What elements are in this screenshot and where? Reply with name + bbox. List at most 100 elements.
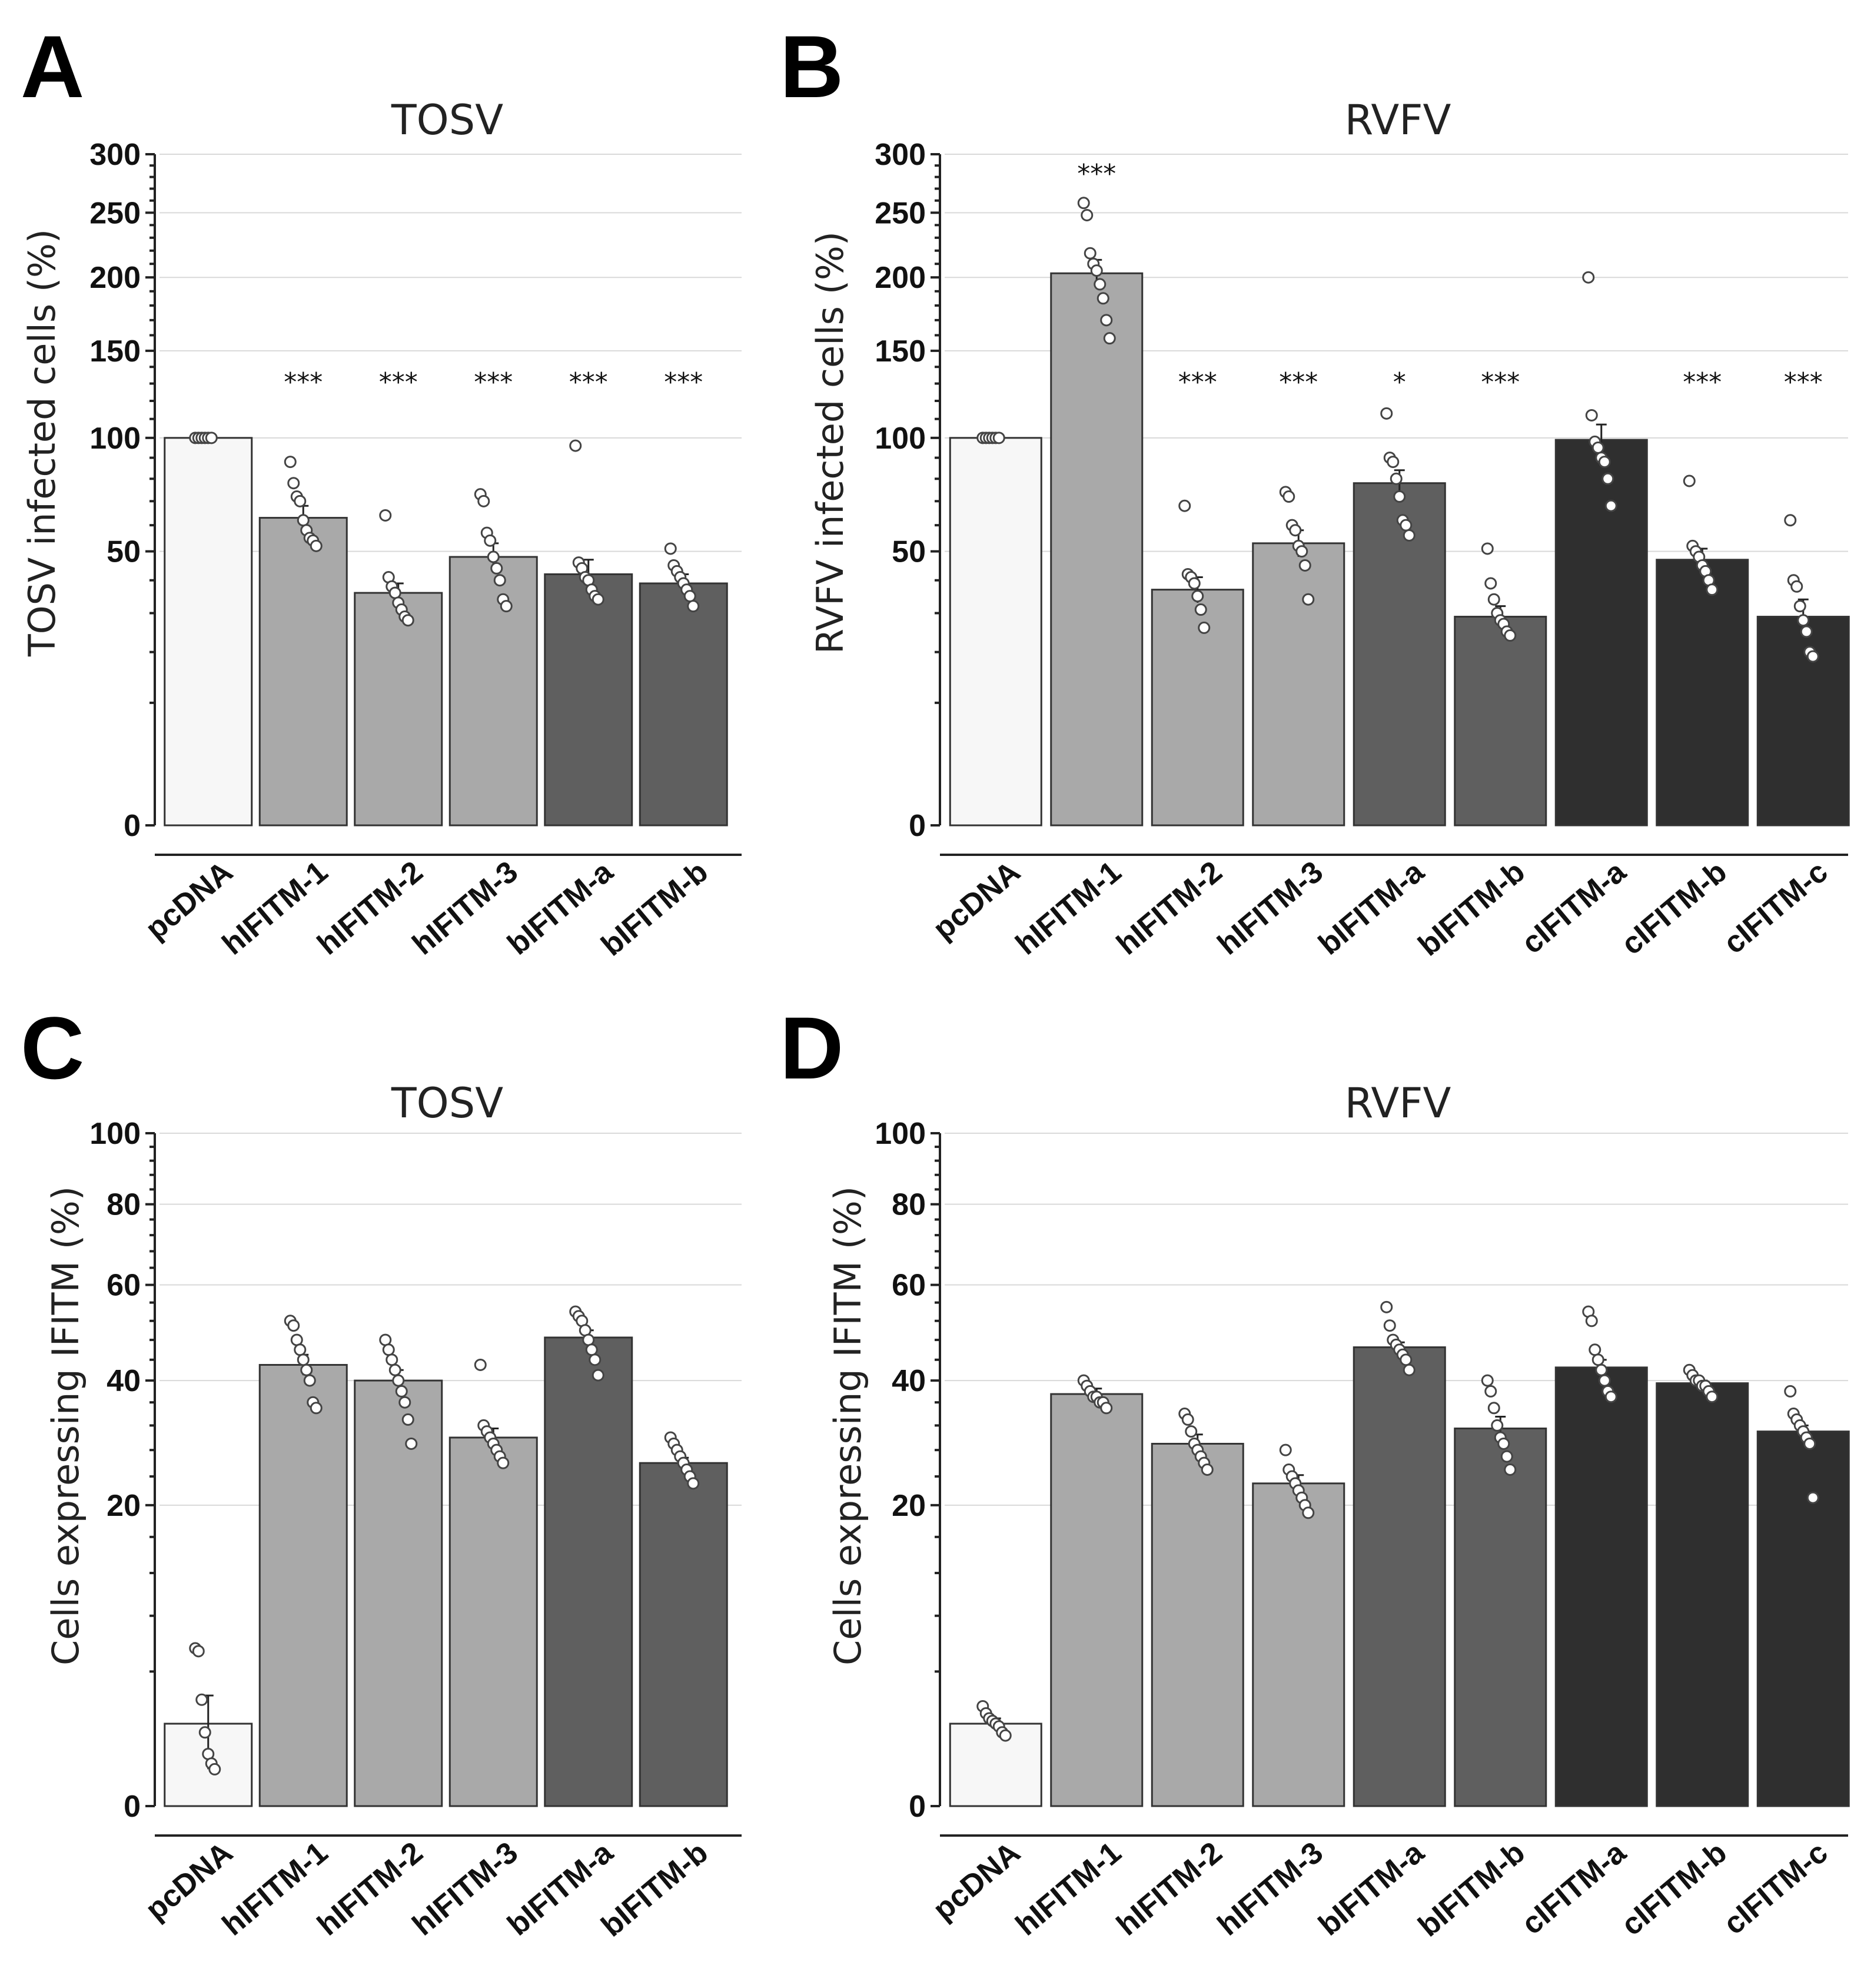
panel-d-bar-hIFITM-1 (1050, 1393, 1144, 1807)
panel-a-data-point-hIFITM-3 (477, 494, 490, 507)
panel-b-data-point-cIFITM-c (1790, 580, 1803, 593)
panel-b-data-point-pcDNA (992, 432, 1005, 444)
panel-c-data-point-hIFITM-1 (300, 1363, 313, 1376)
panel-d-data-point-cIFITM-a (1591, 1353, 1604, 1366)
panel-d-y-tick-label: 0 (909, 1790, 926, 1824)
panel-c-title: TOSV (391, 1079, 503, 1127)
panel-a-significance-bIFITM-b: *** (664, 367, 703, 397)
panel-a-data-point-hIFITM-2 (388, 586, 401, 599)
panel-b-x-tick-label: bIFITM-b (1412, 855, 1531, 963)
panel-c-bar-hIFITM-2 (354, 1379, 443, 1807)
panel-c-data-point-pcDNA (208, 1763, 221, 1775)
panel-d-x-tick-label: cIFITM-b (1615, 1836, 1733, 1943)
panel-b-significance-hIFITM-3: *** (1279, 367, 1318, 397)
panel-c-data-point-hIFITM-2 (388, 1363, 401, 1376)
panel-b-data-point-hIFITM-1 (1077, 197, 1090, 210)
panel-d-y-tick-label: 40 (892, 1364, 926, 1398)
panel-b-y-tick-label: 50 (892, 535, 926, 569)
panel-d-plot: 0 20 40 60 80 100 pcDNAhIFITM-1hIFITM-2hIFITM-… (875, 1117, 1850, 1944)
panel-a-data-point-bIFITM-a (592, 593, 604, 606)
panel-b-data-point-bIFITM-b (1481, 542, 1494, 555)
panel-c-bar-bIFITM-b (639, 1462, 728, 1807)
panel-b-data-point-bIFITM-a (1387, 456, 1400, 469)
panel-c-x-tick-label: bIFITM-b (595, 1836, 715, 1944)
panel-d-data-point-cIFITM-a (1595, 1363, 1608, 1376)
panel-c-bar-bIFITM-a (544, 1336, 633, 1807)
panel-a-y-axis-label: TOSV infected cells (%) (21, 229, 64, 657)
panel-b-data-point-cIFITM-c (1800, 625, 1813, 638)
panel-d-data-point-cIFITM-a (1589, 1343, 1601, 1356)
panel-b-data-point-cIFITM-b (1706, 583, 1719, 596)
panel-a-significance-hIFITM-2: *** (379, 367, 418, 397)
panel-b-bar-pcDNA (949, 437, 1042, 827)
panel-d-bar-bIFITM-a (1353, 1346, 1446, 1807)
panel-c-plot: 020406080100pcDNAhIFITM-1hIFITM-2hIFITM-… (89, 1117, 742, 1943)
panel-d: D RVFV Cells expressing IFITM (%) 0 20 40 6… (780, 998, 1850, 1944)
panel-letter-d: D (780, 998, 843, 1097)
panel-a-bar-bIFITM-b (639, 582, 728, 827)
panel-c-data-point-pcDNA (195, 1693, 208, 1706)
panel-d-x-tick-label: bIFITM-b (1412, 1836, 1531, 1944)
panel-b-data-point-cIFITM-b (1683, 474, 1696, 487)
panel-a-plot: 050100150200250300pcDNA***hIFITM-1***hIF… (89, 138, 742, 963)
panel-d-data-point-bIFITM-a (1383, 1319, 1396, 1332)
panel-b-y-tick-label: 200 (875, 261, 926, 295)
panel-b-data-point-bIFITM-b (1487, 593, 1500, 606)
panel-b-significance-hIFITM-1: *** (1077, 159, 1116, 189)
panel-d-data-point-bIFITM-a (1403, 1363, 1416, 1376)
panel-a-bar-hIFITM-2 (354, 592, 443, 827)
panel-b-significance-cIFITM-c: *** (1784, 367, 1823, 397)
panel-b-data-point-hIFITM-3 (1302, 593, 1315, 606)
panel-b-data-point-bIFITM-b (1484, 577, 1497, 590)
panel-b-data-point-bIFITM-a (1393, 490, 1406, 503)
panel-b-significance-hIFITM-2: *** (1178, 367, 1217, 397)
panel-b-data-point-cIFITM-c (1797, 614, 1810, 627)
panel-b-y-tick-label: 100 (875, 422, 926, 456)
panel-a-bar-hIFITM-3 (448, 556, 538, 827)
panel-a-x-tick-label: hIFITM-2 (311, 855, 429, 962)
panel-c-data-point-bIFITM-a (585, 1343, 598, 1356)
panel-a-y-tick-label: 0 (124, 809, 141, 843)
panel-d-bar-hIFITM-2 (1151, 1442, 1244, 1807)
panel-d-x-tick-label: bIFITM-a (1312, 1835, 1431, 1943)
panel-c-data-point-hIFITM-2 (382, 1343, 395, 1356)
panel-a-data-point-hIFITM-1 (287, 477, 300, 490)
panel-b-data-point-cIFITM-c (1784, 514, 1797, 527)
panel-d-x-tick-label: cIFITM-c (1717, 1836, 1835, 1941)
panel-b-data-point-cIFITM-a (1604, 499, 1617, 512)
panel-c-y-axis-label: Cells expressing IFITM (%) (44, 1186, 87, 1665)
panel-c-y-tick-label: 60 (107, 1269, 141, 1303)
panel-a-data-point-hIFITM-3 (493, 574, 506, 587)
panel-d-bar-pcDNA (949, 1723, 1042, 1807)
panel-b-y-tick-label: 300 (875, 138, 926, 172)
panel-b-bar-bIFITM-b (1454, 616, 1547, 827)
panel-d-data-point-bIFITM-a (1400, 1353, 1413, 1366)
panel-c-data-point-hIFITM-2 (386, 1353, 398, 1366)
panel-a-y-tick-label: 150 (89, 334, 141, 369)
panel-c-data-point-pcDNA (198, 1726, 211, 1739)
panel-d-data-point-hIFITM-3 (1302, 1506, 1315, 1519)
panel-d-data-point-bIFITM-b (1497, 1437, 1510, 1450)
panel-b-y-tick-label: 250 (875, 196, 926, 230)
panel-b-y-tick-label: 0 (909, 809, 926, 843)
panel-d-y-tick-label: 20 (892, 1489, 926, 1523)
panel-c-data-point-hIFITM-1 (310, 1402, 323, 1415)
panel-b-bar-hIFITM-2 (1151, 589, 1244, 827)
panel-b-x-tick-label: hIFITM-2 (1110, 855, 1228, 962)
panel-b-x-tick-label: hIFITM-3 (1211, 855, 1330, 962)
panel-b-x-tick-label: bIFITM-a (1312, 854, 1431, 962)
panel-c-x-tick-label: hIFITM-1 (216, 1836, 334, 1943)
panel-c-y-tick-label: 80 (107, 1188, 141, 1222)
panel-d-x-tick-label: hIFITM-2 (1110, 1836, 1228, 1943)
panel-b-data-point-bIFITM-a (1403, 529, 1416, 542)
panel-a: A TOSV TOSV infected cells (%) 0 50 100 150… (21, 17, 742, 963)
panel-b-x-tick-label: cIFITM-b (1615, 855, 1733, 962)
panel-d-bar-cIFITM-a (1554, 1366, 1648, 1807)
panel-a-data-point-hIFITM-3 (487, 550, 500, 563)
panel-b-data-point-hIFITM-2 (1198, 621, 1211, 634)
panel-b-x-tick-label: pcDNA (926, 855, 1026, 947)
panel-a-y-tick-label: 100 (89, 422, 141, 456)
panel-d-data-point-bIFITM-b (1481, 1374, 1494, 1387)
panel-c-data-point-hIFITM-1 (294, 1343, 307, 1356)
panel-b-data-point-cIFITM-c (1793, 600, 1806, 613)
